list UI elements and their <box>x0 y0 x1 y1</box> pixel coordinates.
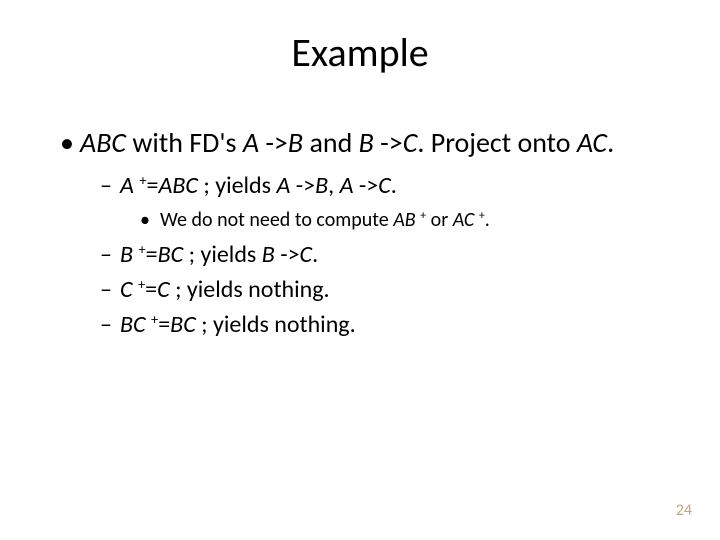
text: . <box>312 240 318 269</box>
text <box>133 240 138 269</box>
text: B <box>262 240 275 269</box>
dash-icon: – <box>100 171 120 201</box>
subbullet-c: –C +=C ; yields nothing. <box>120 274 660 305</box>
text: C <box>157 275 170 304</box>
text: ; yields <box>183 240 262 269</box>
text: or <box>426 208 453 232</box>
sup: + <box>420 209 426 223</box>
text: B <box>288 125 303 160</box>
small-disc-icon: • <box>140 207 160 233</box>
subbullet-b: –B +=BC ; yields B ->C. <box>120 239 660 270</box>
dash-icon: – <box>100 275 120 305</box>
subbullet-a: –A +=ABC ; yields A ->B, A ->C. <box>120 170 660 201</box>
dash-icon: – <box>100 240 120 270</box>
text: B <box>315 171 328 200</box>
text: ABC <box>80 125 126 160</box>
subbullet-d: –BC +=BC ; yields nothing. <box>120 309 660 340</box>
text: A <box>340 171 354 200</box>
subsubbullet: •We do not need to compute AB + or AC +. <box>160 207 660 233</box>
text: . <box>391 171 397 200</box>
slide: Example •ABC with FD's A ->B and B ->C. … <box>0 0 720 540</box>
text: -> <box>374 125 403 160</box>
text: , <box>328 171 339 200</box>
page-number: 24 <box>676 501 692 520</box>
text: C <box>120 275 133 304</box>
text: = <box>145 275 157 304</box>
text: . Project onto <box>417 125 577 160</box>
text: B <box>359 125 374 160</box>
sup: + <box>479 209 485 223</box>
text: C <box>378 171 391 200</box>
text: . <box>607 125 614 160</box>
disc-icon: • <box>60 125 80 160</box>
sup: + <box>139 240 146 258</box>
text: AC <box>453 208 475 232</box>
text: A <box>276 171 290 200</box>
slide-title: Example <box>60 28 660 77</box>
text: -> <box>275 240 300 269</box>
text: -> <box>290 171 315 200</box>
text: = <box>147 171 159 200</box>
sup: + <box>138 275 145 293</box>
text: -> <box>353 171 378 200</box>
dash-icon: – <box>100 310 120 340</box>
text: -> <box>259 125 288 160</box>
text: . <box>485 208 490 232</box>
text: A <box>243 125 259 160</box>
text: ; yields nothing. <box>170 275 330 304</box>
text: AB <box>393 208 415 232</box>
text: BC <box>170 310 196 339</box>
text: C <box>403 125 418 160</box>
sup: + <box>139 171 146 189</box>
text: ; yields <box>198 171 277 200</box>
text: C <box>300 240 313 269</box>
bullet-main: •ABC with FD's A ->B and B ->C. Project … <box>80 125 660 160</box>
text: BC <box>120 310 146 339</box>
text: ABC <box>158 171 197 200</box>
text: A <box>120 171 134 200</box>
text: and <box>303 125 359 160</box>
text: B <box>120 240 133 269</box>
text: We do not need to compute <box>160 208 393 232</box>
text: BC <box>158 240 184 269</box>
text: = <box>146 240 158 269</box>
text: AC <box>577 125 607 160</box>
sup: + <box>151 310 158 328</box>
text: = <box>158 310 170 339</box>
text: with FD's <box>126 125 243 160</box>
text: ; yields nothing. <box>196 310 356 339</box>
